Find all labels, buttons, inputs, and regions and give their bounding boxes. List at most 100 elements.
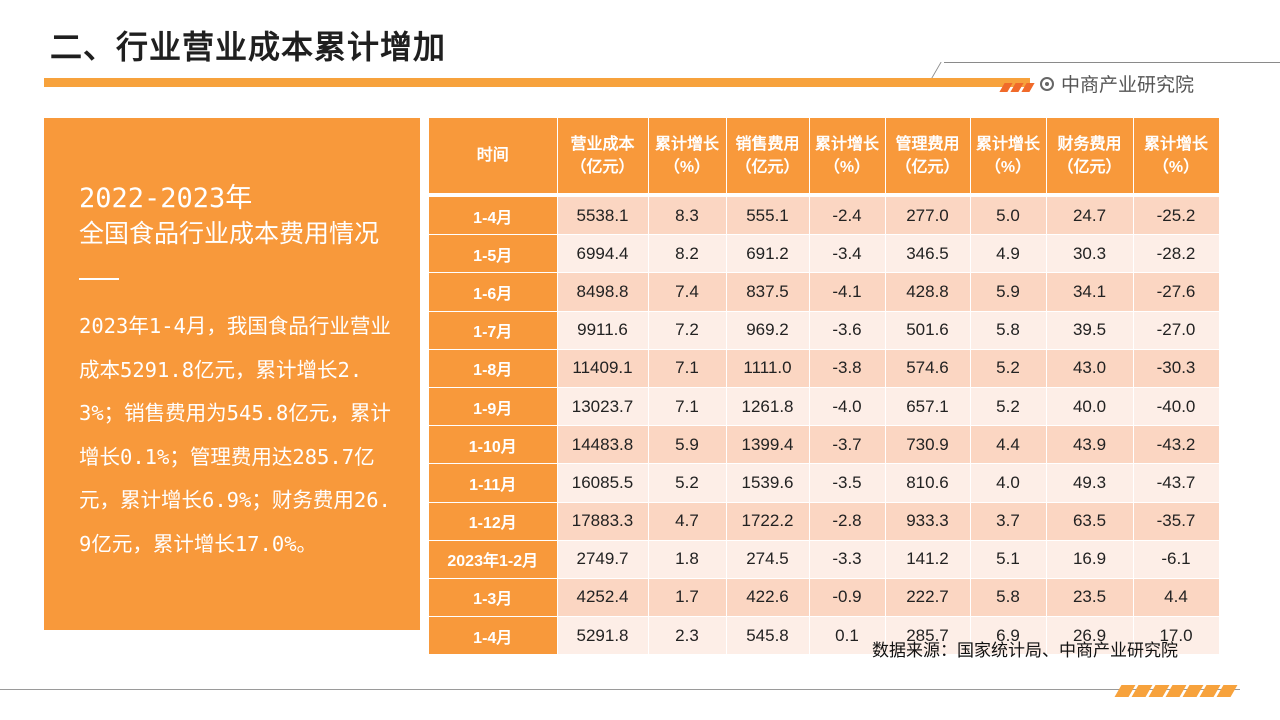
table-cell: 1111.0	[726, 349, 810, 388]
table-cell: -6.1	[1133, 540, 1220, 579]
footer-stripes	[1114, 682, 1238, 701]
table-header-cell: 营业成本（亿元）	[557, 118, 649, 197]
table-header-cell: 销售费用（亿元）	[726, 118, 810, 197]
table-row-label: 1-12月	[429, 502, 558, 541]
table-cell: 43.9	[1046, 425, 1134, 465]
table-cell: -3.5	[809, 463, 886, 503]
table-cell: 40.0	[1046, 387, 1134, 427]
table-cell: 17883.3	[557, 502, 649, 541]
table-cell: -0.9	[809, 578, 886, 618]
table-cell: 222.7	[885, 578, 971, 618]
table-cell: 5.8	[970, 578, 1047, 618]
table-cell: 285.7	[885, 616, 971, 655]
table-cell: 6.9	[970, 616, 1047, 655]
table-cell: 7.2	[648, 311, 727, 350]
table-cell: 7.1	[648, 349, 727, 388]
table-row-label: 2023年1-2月	[429, 540, 558, 579]
table-cell: -3.8	[809, 349, 886, 388]
table-header-cell: 管理费用（亿元）	[885, 118, 971, 197]
table-header-cell: 累计增长（%）	[1133, 118, 1220, 197]
table-cell: 16085.5	[557, 463, 649, 503]
table-cell: 810.6	[885, 463, 971, 503]
table-cell: 4.9	[970, 234, 1047, 274]
table-row: 1-4月 5291.8 2.3 545.8 0.1 285.7 6.9 26.9 17.0	[429, 616, 1220, 655]
table-cell: -28.2	[1133, 234, 1220, 274]
table-cell: 5.1	[970, 540, 1047, 579]
table-row: 1-4月 5538.1 8.3 555.1 -2.4 277.0 5.0 24.7 -25.2	[429, 195, 1220, 236]
table-cell: 555.1	[726, 195, 810, 236]
table-cell: 13023.7	[557, 387, 649, 427]
table-cell: 5291.8	[557, 616, 649, 655]
table-row: 2023年1-2月 2749.7 1.8 274.5 -3.3 141.2 5.1 16.9-…	[429, 540, 1220, 579]
table-cell: -4.1	[809, 272, 886, 312]
table-cell: 3.7	[970, 502, 1047, 541]
table-cell: 277.0	[885, 195, 971, 236]
table-cell: 14483.8	[557, 425, 649, 465]
table-cell: 2.3	[648, 616, 727, 655]
brand-circle-icon	[1040, 76, 1054, 91]
table-cell: 5.9	[970, 272, 1047, 312]
table-cell: -43.7	[1133, 463, 1220, 503]
table-cell: 2749.7	[557, 540, 649, 579]
table-row: 1-11月 16085.5 5.2 1539.6 -3.5 810.6 4.0 49.3 -43…	[429, 463, 1220, 503]
table-cell: 501.6	[885, 311, 971, 350]
table-row-label: 1-4月	[429, 616, 558, 655]
table-header-cell: 时间	[429, 118, 558, 197]
table-header-cell: 累计增长（%）	[970, 118, 1047, 197]
table-cell: 5.0	[970, 195, 1047, 236]
table-cell: 17.0	[1133, 616, 1220, 655]
table-cell: 730.9	[885, 425, 971, 465]
table-cell: 1261.8	[726, 387, 810, 427]
table-cell: 1.7	[648, 578, 727, 618]
table-row: 1-10月 14483.8 5.9 1399.4 -3.7 730.9 4.4 43.9 -43…	[429, 425, 1220, 465]
table-cell: 574.6	[885, 349, 971, 388]
table-cell: 933.3	[885, 502, 971, 541]
table-cell: 39.5	[1046, 311, 1134, 350]
data-source: 数据来源：国家统计局、中商产业研究院	[872, 641, 1178, 661]
table-row: 1-8月 11409.1 7.1 1111.0 -3.8 574.6 5.2 43.0 -30.…	[429, 349, 1220, 388]
table-row: 1-3月 4252.4 1.7 422.6 -0.9 222.7 5.8 23.5 4.4	[429, 578, 1220, 618]
table-cell: 141.2	[885, 540, 971, 579]
table-cell: 5.9	[648, 425, 727, 465]
table-cell: 1722.2	[726, 502, 810, 541]
table-cell: 24.7	[1046, 195, 1134, 236]
header-divider	[931, 62, 942, 78]
table-cell: -40.0	[1133, 387, 1220, 427]
table-cell: 4.4	[970, 425, 1047, 465]
header-divider-line	[944, 62, 1280, 63]
cost-data-table: 时间 营业成本（亿元） 累计增长（%） 销售费用（亿元） 累计增长（%） 管理费用（亿元）…	[429, 118, 1220, 655]
table-row: 1-7月 9911.6 7.2 969.2 -3.6 501.6 5.8 39.5 -27.0	[429, 311, 1220, 350]
table-cell: -43.2	[1133, 425, 1220, 465]
table-cell: 5.8	[970, 311, 1047, 350]
table-row-label: 1-7月	[429, 311, 558, 350]
table-row-label: 1-4月	[429, 195, 558, 236]
table-cell: 8.2	[648, 234, 727, 274]
table-header-cell: 累计增长（%）	[648, 118, 727, 197]
table-cell: 9911.6	[557, 311, 649, 350]
table-cell: 1.8	[648, 540, 727, 579]
decorative-stripes	[999, 77, 1035, 96]
table-row-label: 1-3月	[429, 578, 558, 618]
table-body: 1-4月 5538.1 8.3 555.1 -2.4 277.0 5.0 24.7 -25.2 1…	[429, 195, 1220, 655]
table-row: 1-12月 17883.3 4.7 1722.2 -2.8 933.3 3.7 63.5 -35…	[429, 502, 1220, 541]
title-underline-bar	[44, 78, 1030, 87]
table-cell: 0.1	[809, 616, 886, 655]
table-cell: 4.4	[1133, 578, 1220, 618]
table-cell: 1399.4	[726, 425, 810, 465]
table-cell: 5.2	[648, 463, 727, 503]
table-cell: 23.5	[1046, 578, 1134, 618]
table-cell: 657.1	[885, 387, 971, 427]
brand-logo: 中商产业研究院	[1040, 70, 1194, 97]
table-cell: 1539.6	[726, 463, 810, 503]
table-cell: 26.9	[1046, 616, 1134, 655]
table-cell: 5.2	[970, 349, 1047, 388]
table-header-cell: 财务费用（亿元）	[1046, 118, 1134, 197]
table-cell: 7.4	[648, 272, 727, 312]
table-header-cell: 累计增长（%）	[809, 118, 886, 197]
table-cell: -3.6	[809, 311, 886, 350]
table-row-label: 1-10月	[429, 425, 558, 465]
table-row-label: 1-11月	[429, 463, 558, 503]
table-cell: 969.2	[726, 311, 810, 350]
summary-body: 2023年1-4月，我国食品行业营业成本5291.8亿元，累计增长2.3%；销售…	[79, 314, 391, 556]
table-cell: 5.2	[970, 387, 1047, 427]
